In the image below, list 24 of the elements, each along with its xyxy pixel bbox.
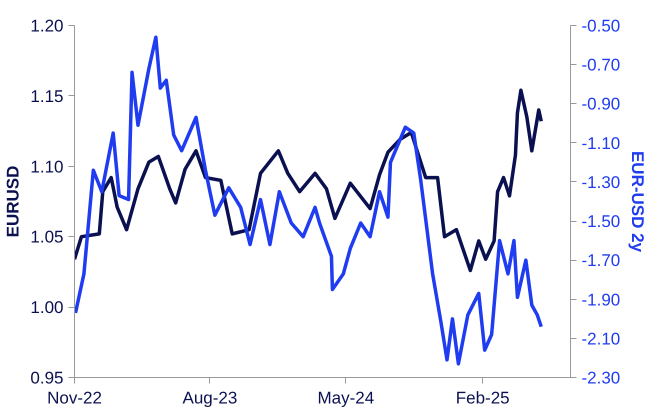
y-tick-label: 1.10 [30, 157, 64, 176]
x-tick-label: Feb-25 [456, 388, 510, 408]
y2-tick-label: -2.30 [582, 368, 620, 388]
y-tick-label: 1.05 [30, 228, 64, 247]
y2-tick-label: -1.50 [582, 212, 620, 232]
y2-axis-title: EUR-USD 2y [628, 150, 648, 253]
y2-tick-label: -0.50 [582, 16, 620, 36]
line-series [74, 88, 543, 272]
x-tick-label: Nov-22 [47, 388, 102, 408]
line-series [74, 35, 543, 366]
y2-tick-label: -1.90 [582, 290, 620, 310]
y2-tick-label: -2.10 [582, 329, 620, 348]
y2-tick-label: -1.70 [582, 251, 620, 270]
y2-tick-label: -0.70 [582, 56, 620, 75]
y-tick-label: 0.95 [30, 368, 64, 388]
y2-tick-label: -1.10 [582, 134, 620, 153]
x-tick-label: May-24 [317, 388, 374, 408]
y-tick-label: 1.20 [30, 16, 64, 36]
y-axis-title: EURUSD [3, 166, 22, 238]
y-tick-label: 1.00 [30, 298, 64, 318]
y2-tick-label: -0.90 [582, 94, 620, 114]
y-tick-label: 1.15 [30, 86, 64, 106]
x-tick-label: Aug-23 [182, 388, 238, 408]
y2-tick-label: -1.30 [582, 172, 620, 192]
